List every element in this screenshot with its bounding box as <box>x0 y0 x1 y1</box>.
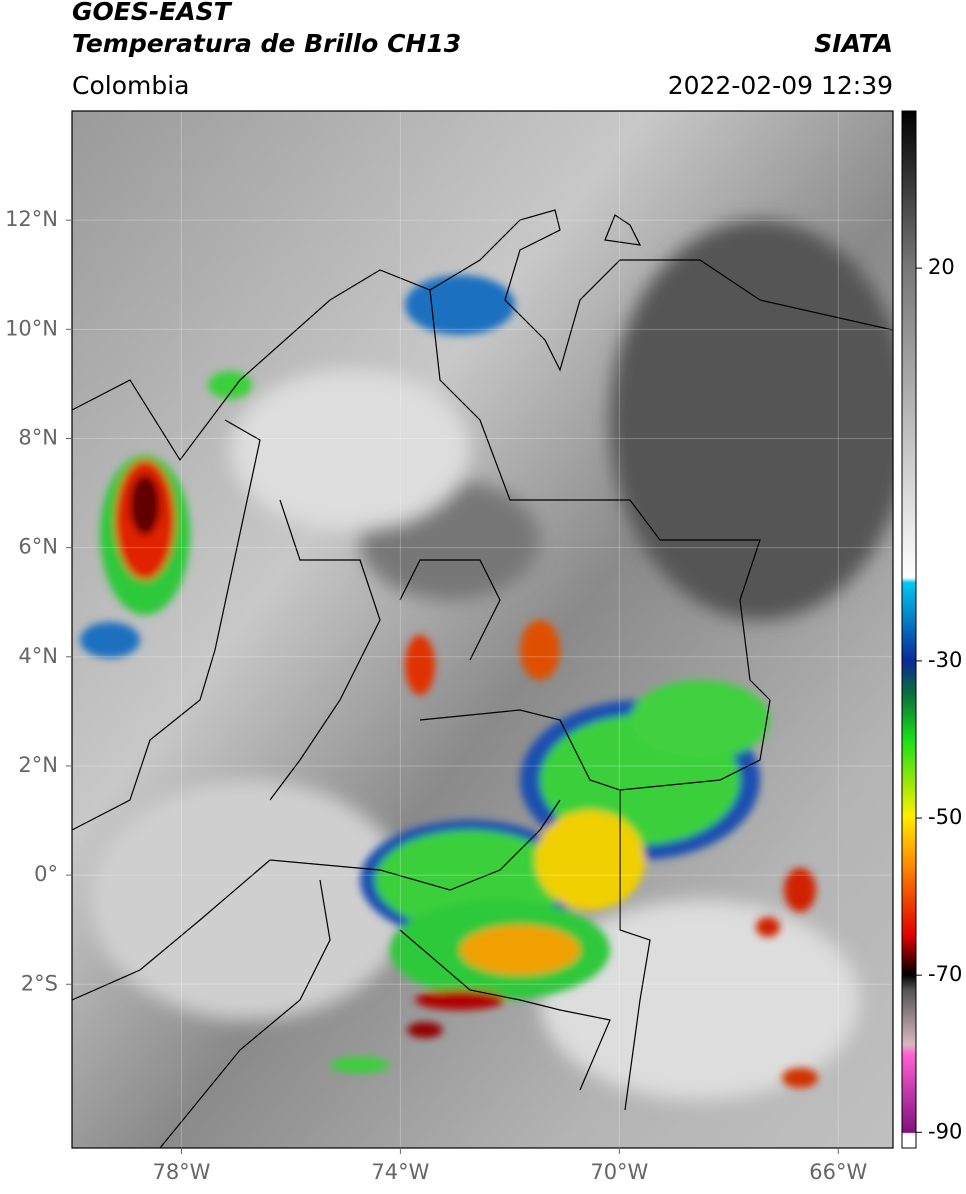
y-tick-label: 0° <box>34 862 58 886</box>
source: SIATA <box>814 29 893 58</box>
y-tick-label: 6°N <box>18 535 58 559</box>
region: Colombia <box>72 71 189 100</box>
cloud-tones <box>90 220 893 1100</box>
subtitle: Temperatura de Brillo CH13 <box>72 29 461 58</box>
datetime: 2022-02-09 12:39 <box>668 71 893 100</box>
x-tick-label: 74°W <box>371 1160 429 1184</box>
colorbar-tick-label: -70 <box>928 962 962 986</box>
convection <box>80 275 818 1088</box>
colorbar-tick-label: -90 <box>928 1119 962 1143</box>
grid <box>72 111 893 1148</box>
y-tick-label: 10°N <box>5 316 58 340</box>
x-tick-label: 70°W <box>590 1160 648 1184</box>
x-tick-label: 66°W <box>809 1160 867 1184</box>
colorbar-tick-label: 20 <box>928 255 955 279</box>
colorbar-tick-label: -30 <box>928 648 962 672</box>
x-tick-label: 78°W <box>152 1160 210 1184</box>
map-frame <box>71 110 894 1149</box>
y-tick-label: 4°N <box>18 644 58 668</box>
y-tick-label: 2°S <box>21 971 58 995</box>
colorbar-tick-label: -50 <box>928 805 962 829</box>
y-tick-label: 12°N <box>5 207 58 231</box>
title: GOES-EAST <box>72 0 233 26</box>
colorbar <box>901 110 917 1149</box>
imagery <box>72 111 893 1148</box>
borders <box>72 209 893 1148</box>
y-tick-label: 2°N <box>18 753 58 777</box>
y-tick-label: 8°N <box>18 425 58 449</box>
